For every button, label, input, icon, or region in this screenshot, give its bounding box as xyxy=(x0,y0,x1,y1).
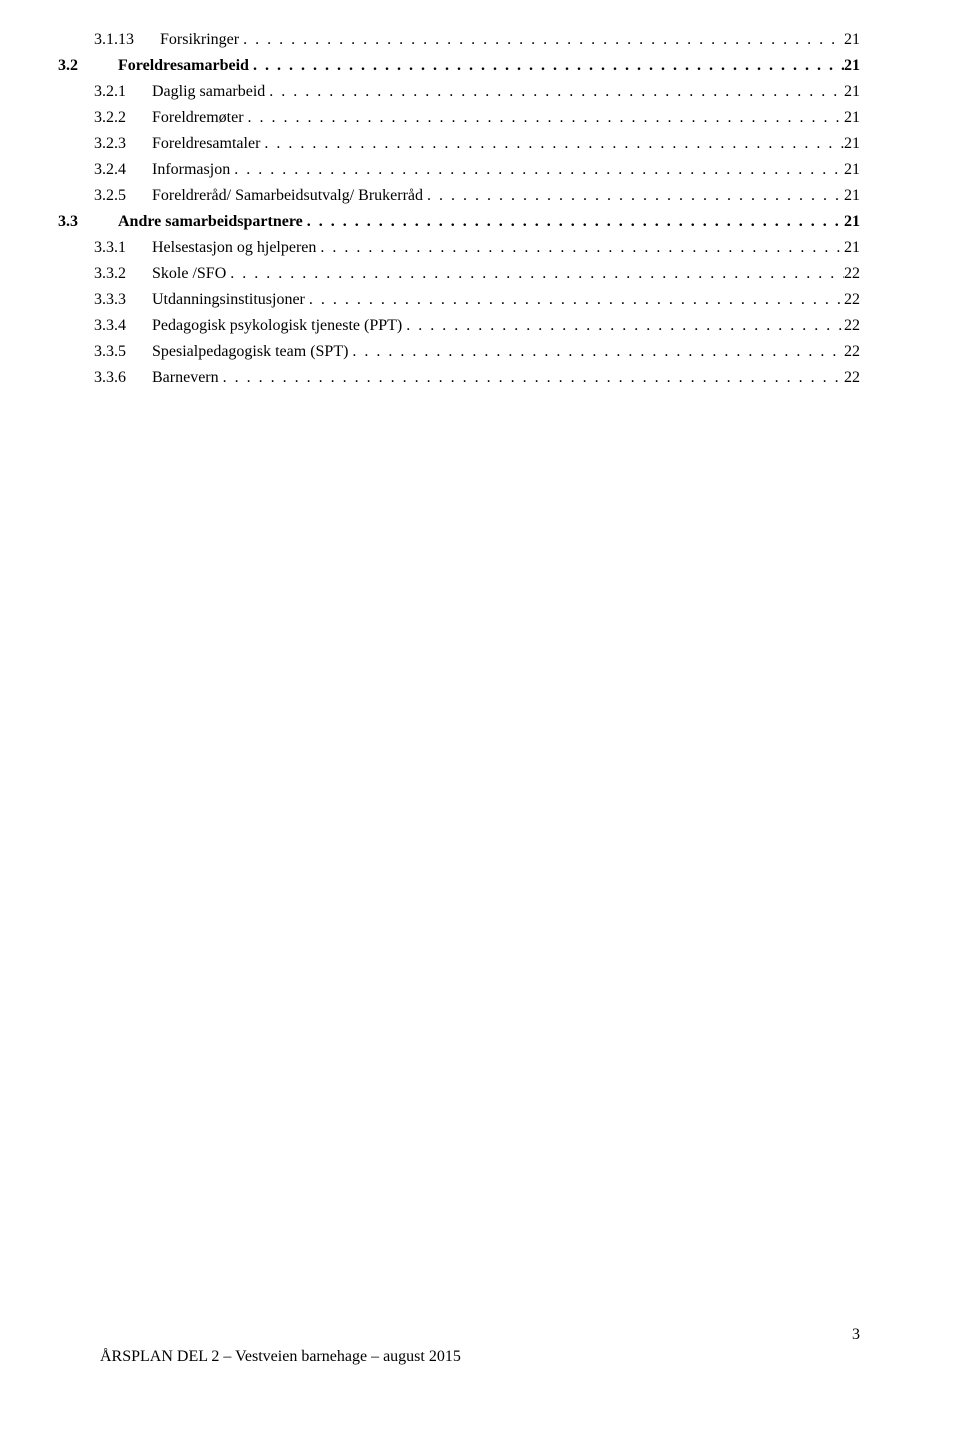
toc-leader-dots: . . . . . . . . . . . . . . . . . . . . … xyxy=(226,262,844,286)
toc-leader-dots: . . . . . . . . . . . . . . . . . . . . … xyxy=(303,210,844,234)
toc-page: 22 xyxy=(844,262,860,286)
toc-title: Pedagogisk psykologisk tjeneste (PPT) xyxy=(126,314,402,338)
toc-page: 21 xyxy=(844,236,860,260)
toc-title: Foreldreråd/ Samarbeidsutvalg/ Brukerråd xyxy=(126,184,423,208)
toc-page: 21 xyxy=(844,184,860,208)
toc-title: Foreldresamarbeid xyxy=(78,54,249,78)
toc-leader-dots: . . . . . . . . . . . . . . . . . . . . … xyxy=(260,132,844,156)
page-number: 3 xyxy=(852,1326,860,1344)
toc-leader-dots: . . . . . . . . . . . . . . . . . . . . … xyxy=(402,314,844,338)
toc-number: 3.2.4 xyxy=(94,158,126,182)
toc-entry: 3.1.13 Forsikringer . . . . . . . . . . … xyxy=(58,28,860,52)
toc-leader-dots: . . . . . . . . . . . . . . . . . . . . … xyxy=(219,366,844,390)
toc-page: 22 xyxy=(844,288,860,312)
toc-page: 22 xyxy=(844,366,860,390)
toc-entry: 3.2 Foreldresamarbeid . . . . . . . . . … xyxy=(58,54,860,78)
toc-number: 3.3.3 xyxy=(94,288,126,312)
toc-leader-dots: . . . . . . . . . . . . . . . . . . . . … xyxy=(316,236,844,260)
toc-entry: 3.2.3 Foreldresamtaler . . . . . . . . .… xyxy=(58,132,860,156)
toc-title: Forsikringer xyxy=(134,28,239,52)
toc-entry: 3.3.3 Utdanningsinstitusjoner . . . . . … xyxy=(58,288,860,312)
toc-leader-dots: . . . . . . . . . . . . . . . . . . . . … xyxy=(265,80,844,104)
toc-entry: 3.3.4 Pedagogisk psykologisk tjeneste (P… xyxy=(58,314,860,338)
table-of-contents: 3.1.13 Forsikringer . . . . . . . . . . … xyxy=(58,28,860,390)
toc-page: 21 xyxy=(844,80,860,104)
toc-number: 3.2.3 xyxy=(94,132,126,156)
toc-entry: 3.2.2 Foreldremøter . . . . . . . . . . … xyxy=(58,106,860,130)
toc-entry: 3.2.4 Informasjon . . . . . . . . . . . … xyxy=(58,158,860,182)
toc-entry: 3.3.2 Skole /SFO . . . . . . . . . . . .… xyxy=(58,262,860,286)
toc-title: Helsestasjon og hjelperen xyxy=(126,236,316,260)
toc-page: 21 xyxy=(844,132,860,156)
toc-page: 21 xyxy=(844,28,860,52)
toc-leader-dots: . . . . . . . . . . . . . . . . . . . . … xyxy=(239,28,844,52)
toc-number: 3.2.2 xyxy=(94,106,126,130)
toc-page: 22 xyxy=(844,340,860,364)
toc-title: Utdanningsinstitusjoner xyxy=(126,288,305,312)
toc-number: 3.3.2 xyxy=(94,262,126,286)
toc-title: Informasjon xyxy=(126,158,230,182)
toc-leader-dots: . . . . . . . . . . . . . . . . . . . . … xyxy=(230,158,844,182)
toc-number: 3.3 xyxy=(58,210,78,234)
toc-page: 21 xyxy=(844,106,860,130)
toc-entry: 3.3 Andre samarbeidspartnere . . . . . .… xyxy=(58,210,860,234)
toc-entry: 3.3.5 Spesialpedagogisk team (SPT) . . .… xyxy=(58,340,860,364)
toc-number: 3.3.6 xyxy=(94,366,126,390)
toc-title: Andre samarbeidspartnere xyxy=(78,210,303,234)
toc-number: 3.1.13 xyxy=(94,28,134,52)
toc-leader-dots: . . . . . . . . . . . . . . . . . . . . … xyxy=(348,340,844,364)
toc-number: 3.2 xyxy=(58,54,78,78)
toc-title: Barnevern xyxy=(126,366,219,390)
toc-leader-dots: . . . . . . . . . . . . . . . . . . . . … xyxy=(244,106,844,130)
toc-number: 3.3.4 xyxy=(94,314,126,338)
toc-leader-dots: . . . . . . . . . . . . . . . . . . . . … xyxy=(249,54,844,78)
toc-leader-dots: . . . . . . . . . . . . . . . . . . . . … xyxy=(423,184,844,208)
toc-title: Foreldremøter xyxy=(126,106,244,130)
toc-title: Skole /SFO xyxy=(126,262,226,286)
toc-entry: 3.3.1 Helsestasjon og hjelperen . . . . … xyxy=(58,236,860,260)
toc-page: 21 xyxy=(844,54,860,78)
toc-title: Daglig samarbeid xyxy=(126,80,265,104)
toc-title: Foreldresamtaler xyxy=(126,132,260,156)
toc-page: 22 xyxy=(844,314,860,338)
toc-page: 21 xyxy=(844,210,860,234)
toc-entry: 3.2.1 Daglig samarbeid . . . . . . . . .… xyxy=(58,80,860,104)
toc-entry: 3.3.6 Barnevern . . . . . . . . . . . . … xyxy=(58,366,860,390)
toc-number: 3.3.5 xyxy=(94,340,126,364)
toc-number: 3.2.5 xyxy=(94,184,126,208)
toc-title: Spesialpedagogisk team (SPT) xyxy=(126,340,348,364)
toc-leader-dots: . . . . . . . . . . . . . . . . . . . . … xyxy=(305,288,844,312)
toc-entry: 3.2.5 Foreldreråd/ Samarbeidsutvalg/ Bru… xyxy=(58,184,860,208)
toc-page: 21 xyxy=(844,158,860,182)
toc-number: 3.3.1 xyxy=(94,236,126,260)
toc-number: 3.2.1 xyxy=(94,80,126,104)
footer-text: ÅRSPLAN DEL 2 – Vestveien barnehage – au… xyxy=(100,1348,461,1366)
